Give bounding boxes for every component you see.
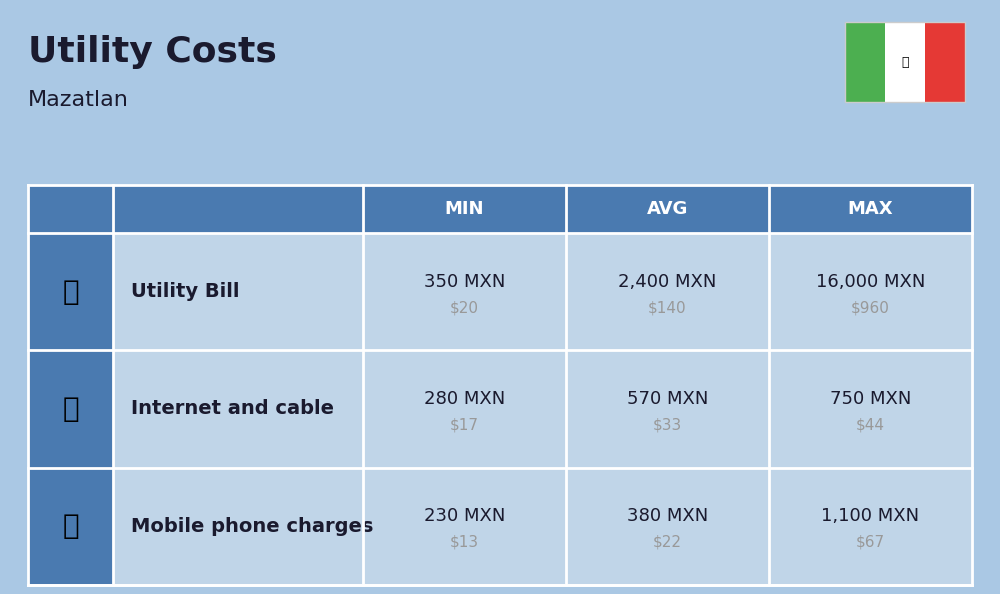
- FancyBboxPatch shape: [113, 233, 972, 350]
- Text: Utility Bill: Utility Bill: [131, 282, 240, 301]
- Polygon shape: [925, 22, 965, 102]
- Text: $13: $13: [450, 535, 479, 550]
- Text: 570 MXN: 570 MXN: [627, 390, 708, 408]
- Text: 📡: 📡: [62, 395, 79, 423]
- Text: $20: $20: [450, 300, 479, 315]
- FancyBboxPatch shape: [566, 185, 769, 233]
- Text: 230 MXN: 230 MXN: [424, 507, 505, 525]
- Polygon shape: [885, 22, 925, 102]
- Text: Mazatlan: Mazatlan: [28, 90, 129, 110]
- Text: MAX: MAX: [848, 200, 893, 218]
- FancyBboxPatch shape: [113, 185, 363, 233]
- Text: 16,000 MXN: 16,000 MXN: [816, 273, 925, 290]
- FancyBboxPatch shape: [113, 350, 972, 467]
- Text: 380 MXN: 380 MXN: [627, 507, 708, 525]
- FancyBboxPatch shape: [363, 185, 566, 233]
- Text: $44: $44: [856, 418, 885, 432]
- FancyBboxPatch shape: [28, 233, 113, 350]
- Text: $960: $960: [851, 300, 890, 315]
- Text: 280 MXN: 280 MXN: [424, 390, 505, 408]
- Text: AVG: AVG: [647, 200, 688, 218]
- Text: MIN: MIN: [445, 200, 484, 218]
- Text: $22: $22: [653, 535, 682, 550]
- Text: Utility Costs: Utility Costs: [28, 35, 277, 69]
- Text: 🦅: 🦅: [901, 55, 909, 68]
- Text: $140: $140: [648, 300, 687, 315]
- Text: Mobile phone charges: Mobile phone charges: [131, 517, 373, 536]
- Text: 2,400 MXN: 2,400 MXN: [618, 273, 717, 290]
- Text: 1,100 MXN: 1,100 MXN: [821, 507, 920, 525]
- FancyBboxPatch shape: [28, 185, 113, 233]
- Text: $17: $17: [450, 418, 479, 432]
- FancyBboxPatch shape: [28, 350, 113, 467]
- Polygon shape: [845, 22, 885, 102]
- Text: $67: $67: [856, 535, 885, 550]
- FancyBboxPatch shape: [28, 467, 113, 585]
- Text: Internet and cable: Internet and cable: [131, 400, 334, 419]
- Text: 750 MXN: 750 MXN: [830, 390, 911, 408]
- FancyBboxPatch shape: [769, 185, 972, 233]
- Text: 📱: 📱: [62, 513, 79, 541]
- Text: 350 MXN: 350 MXN: [424, 273, 505, 290]
- Text: 🔧: 🔧: [62, 277, 79, 306]
- FancyBboxPatch shape: [113, 467, 972, 585]
- Text: $33: $33: [653, 418, 682, 432]
